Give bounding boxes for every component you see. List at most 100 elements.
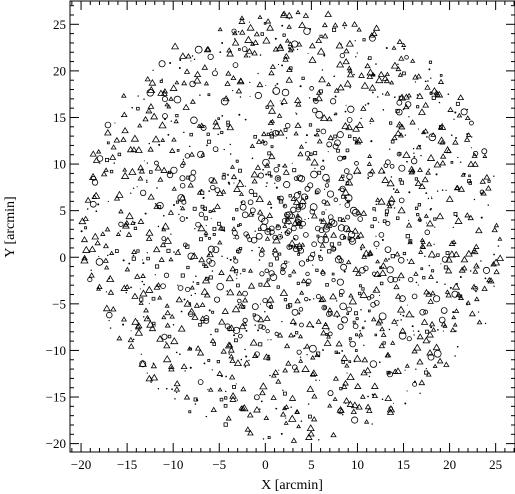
circle-point	[203, 315, 210, 321]
dot-point	[130, 330, 132, 332]
circle-point	[378, 312, 387, 321]
triangle-point	[173, 386, 181, 392]
triangle-point	[422, 336, 431, 344]
square-point	[352, 320, 356, 324]
triangle-point	[257, 14, 263, 19]
dot-point	[411, 325, 414, 328]
triangle-point	[358, 332, 364, 337]
circle-point	[262, 140, 268, 146]
circle-point	[161, 96, 168, 103]
dot-point	[285, 56, 288, 58]
triangle-point	[157, 176, 164, 182]
square-point	[367, 309, 371, 313]
dot-point	[227, 181, 230, 184]
triangle-point	[134, 328, 144, 336]
square-point	[193, 397, 198, 402]
x-tick-label: 25	[489, 457, 502, 472]
circle-point	[351, 416, 359, 424]
triangle-point	[298, 21, 307, 29]
dot-point	[307, 403, 310, 405]
circle-point	[323, 223, 330, 230]
circle-point	[272, 129, 279, 137]
triangle-point	[122, 167, 128, 172]
triangle-point	[168, 256, 174, 262]
square-point	[204, 234, 208, 237]
triangle-point	[338, 175, 345, 181]
triangle-point	[249, 338, 258, 346]
dot-point	[398, 124, 401, 126]
triangle-point	[396, 305, 406, 313]
triangle-point	[283, 343, 291, 349]
circle-point	[248, 188, 254, 195]
dot-point	[235, 383, 237, 385]
circle-point	[280, 263, 287, 270]
triangle-point	[120, 92, 127, 98]
circle-point	[303, 27, 311, 35]
circle-point	[226, 326, 232, 332]
square-point	[319, 218, 322, 222]
circle-point	[214, 296, 221, 303]
triangle-point	[236, 290, 243, 296]
triangle-point	[463, 136, 471, 142]
circle-point	[290, 206, 297, 213]
circle-point	[255, 232, 263, 240]
triangle-point	[426, 330, 434, 338]
triangle-point	[110, 144, 117, 150]
dot-point	[251, 157, 254, 160]
dot-point	[368, 375, 371, 378]
dot-point	[455, 215, 458, 218]
dot-point	[318, 355, 321, 358]
circle-point	[344, 202, 351, 208]
dot-point	[297, 251, 300, 253]
circle-point	[332, 143, 339, 150]
triangle-point	[300, 278, 307, 284]
triangle-point	[336, 60, 345, 68]
dot-point	[313, 251, 316, 253]
square-point	[236, 250, 240, 253]
triangle-point	[217, 26, 223, 32]
square-point	[282, 391, 287, 396]
triangle-point	[128, 167, 137, 175]
dot-point	[398, 279, 401, 281]
circle-point	[411, 157, 418, 165]
triangle-point	[297, 333, 304, 339]
triangle-point	[395, 66, 402, 72]
triangle-point	[220, 348, 227, 354]
triangle-point	[218, 318, 226, 325]
circle-point	[259, 271, 265, 277]
circle-point	[161, 333, 168, 340]
circle-point	[339, 185, 346, 192]
triangle-point	[416, 333, 424, 340]
triangle-point	[231, 305, 241, 313]
triangle-point	[157, 295, 163, 300]
circle-point	[239, 203, 247, 211]
dot-point	[122, 323, 125, 326]
dot-point	[226, 290, 229, 292]
dot-point	[281, 320, 283, 323]
triangle-point	[453, 184, 461, 191]
circle-point	[373, 240, 380, 247]
dot-point	[108, 320, 110, 322]
dot-point	[199, 94, 201, 96]
dot-point	[344, 110, 347, 113]
circle-point	[258, 251, 265, 258]
dot-point	[236, 274, 238, 276]
dot-point	[180, 205, 182, 208]
circle-point	[424, 229, 430, 236]
triangle-point	[348, 297, 358, 305]
triangle-point	[343, 47, 350, 54]
dot-point	[234, 38, 236, 40]
triangle-point	[377, 166, 386, 174]
circle-point	[216, 282, 224, 291]
square-point	[416, 105, 420, 109]
dot-point	[140, 353, 142, 355]
dot-point	[400, 319, 402, 321]
dot-point	[194, 292, 197, 295]
circle-point	[329, 98, 337, 105]
triangle-point	[394, 251, 401, 257]
triangle-point	[375, 76, 384, 84]
circle-point	[384, 246, 392, 253]
triangle-point	[244, 35, 253, 43]
triangle-point	[203, 291, 211, 298]
circle-point	[359, 266, 366, 274]
